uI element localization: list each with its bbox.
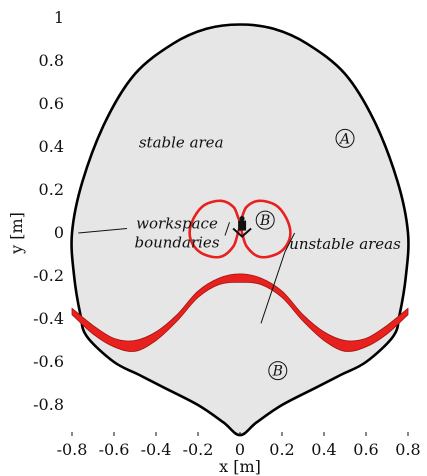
unstable-band	[71, 273, 409, 352]
region-letter-circle-3	[268, 361, 288, 381]
y-tick-label-1: 0.8	[39, 51, 64, 70]
x-tick-label-5: 0.2	[269, 440, 294, 459]
robot-body-mark	[238, 220, 247, 231]
y-tick-label-6: -0.2	[33, 266, 64, 285]
x-tick-label-6: 0.4	[311, 440, 336, 459]
annotation-0-line-0: workspace	[136, 215, 218, 233]
annotation-1-pointer-1	[260, 251, 286, 324]
y-tick-label-7: -0.4	[33, 309, 64, 328]
y-tick-label-9: -0.8	[33, 395, 64, 414]
region-letter-3: B	[272, 364, 283, 380]
region-label-0: stable area	[139, 134, 224, 152]
annotation-0-pointer-0	[224, 222, 230, 236]
x-tick-label-1: -0.6	[99, 440, 130, 459]
x-tick-label-0: -0.8	[57, 440, 88, 459]
y-tick-label-0: 1	[54, 8, 64, 27]
x-tick-label-2: -0.4	[141, 440, 172, 459]
robot-joint-mark	[239, 216, 245, 222]
annotation-1-line-0: unstable areas	[289, 235, 401, 253]
y-tick-label-3: 0.4	[39, 137, 64, 156]
annotation-0-line-1: boundaries	[134, 234, 219, 252]
region-letter-1: A	[338, 131, 350, 147]
x-tick-label-8: 0.8	[395, 440, 420, 459]
y-tick-label-2: 0.6	[39, 94, 64, 113]
y-axis-label: y [m]	[7, 212, 26, 255]
x-tick-label-3: -0.2	[183, 440, 214, 459]
annotation-pointer-layer	[78, 222, 296, 324]
region-letter-2: B	[259, 213, 270, 229]
region-letter-circle-2	[255, 210, 275, 230]
annotation-1-pointer-0	[284, 232, 296, 252]
y-tick-label-4: 0.2	[39, 180, 64, 199]
y-tick-label-8: -0.6	[33, 352, 64, 371]
annotation-0-pointer-1	[78, 228, 128, 234]
robot-base-mark	[232, 227, 252, 238]
robot-marker-layer	[232, 216, 252, 238]
x-axis-label: x [m]	[219, 457, 261, 476]
axes: -0.8 -0.6 -0.4 -0.2 0 0.2 0.4 0.6 0.8 1 0.8 0.6 0.4 0…	[7, 8, 421, 476]
x-tick-label-4: 0	[235, 440, 245, 459]
x-tick-label-7: 0.6	[353, 440, 378, 459]
robot-marker	[232, 216, 252, 238]
y-tick-label-5: 0	[54, 223, 64, 242]
region-letter-circle-1	[335, 128, 355, 148]
